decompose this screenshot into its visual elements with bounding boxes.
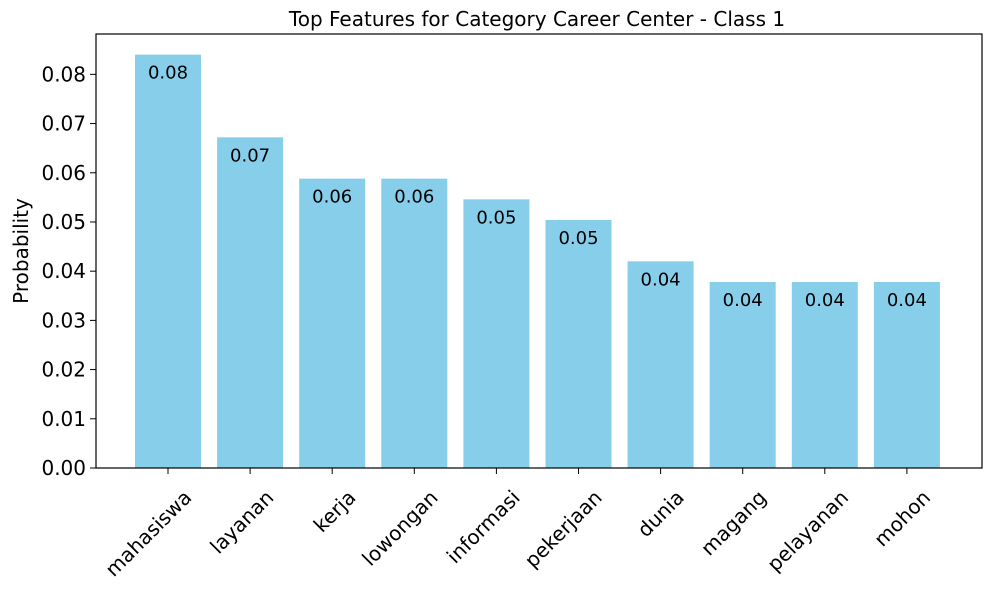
y-tick-label: 0.04 (41, 259, 86, 283)
x-tick-label: kerja (309, 485, 361, 537)
y-axis: 0.00 0.01 0.02 0.03 0.04 0.05 0.06 0.07 0.08 (41, 62, 96, 480)
x-tick-label: magang (696, 485, 771, 560)
y-tick-label: 0.01 (41, 407, 86, 431)
x-tick-label: mahasiswa (100, 485, 196, 581)
y-tick-label: 0.00 (41, 456, 86, 480)
plot-frame (95, 33, 983, 469)
chart-title: Top Features for Category Career Center … (288, 7, 785, 31)
bar-lowongan (381, 178, 448, 468)
data-label-pekerjaan: 0.05 (558, 228, 598, 249)
bar-informasi (463, 199, 530, 469)
y-tick-label: 0.06 (41, 161, 86, 185)
bar-kerja (299, 178, 366, 468)
data-label-lowongan: 0.06 (394, 187, 434, 208)
data-label-pelayanan: 0.04 (805, 290, 845, 311)
data-label-mohon: 0.04 (887, 290, 927, 311)
bar-dunia (627, 261, 694, 468)
bars-group: 0.08 0.07 0.06 0.06 0.05 0.05 0.04 0.04 0.04 0.04 (135, 54, 940, 469)
y-tick-label: 0.05 (41, 210, 86, 234)
data-label-magang: 0.04 (723, 290, 763, 311)
y-tick-label: 0.07 (41, 112, 86, 136)
y-tick-label: 0.03 (41, 308, 86, 332)
y-tick-label: 0.02 (41, 358, 86, 382)
bar-mahasiswa (135, 54, 201, 469)
x-tick-label: informasi (442, 485, 525, 568)
data-label-dunia: 0.04 (641, 269, 681, 290)
bar-layanan (217, 137, 284, 469)
y-axis-label: Probability (9, 198, 33, 304)
x-tick-label: layanan (205, 485, 278, 558)
y-tick-label: 0.08 (41, 62, 86, 86)
bar-pekerjaan (545, 220, 612, 468)
bar-mohon (873, 282, 940, 468)
data-label-mahasiswa: 0.08 (148, 63, 188, 84)
x-tick-label: pekerjaan (520, 485, 607, 572)
x-tick-label: pelayanan (762, 485, 853, 576)
x-tick-label: lowongan (357, 485, 442, 570)
bar-pelayanan (791, 282, 858, 468)
data-label-informasi: 0.05 (476, 207, 516, 228)
x-tick-label: mohon (869, 485, 935, 551)
x-tick-label: dunia (632, 485, 688, 541)
bar-magang (709, 282, 776, 468)
data-label-kerja: 0.06 (312, 187, 352, 208)
data-label-layanan: 0.07 (230, 145, 270, 166)
